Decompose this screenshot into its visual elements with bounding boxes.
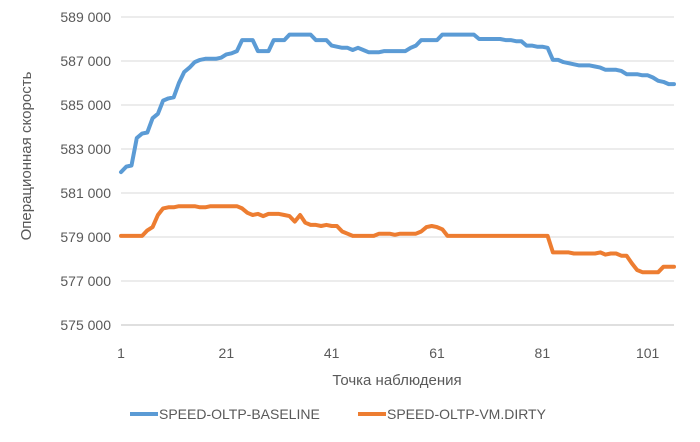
series-lines [119,32,676,275]
axes: 575 000 577 000 579 000 581 000 583 000 585 0… [60,9,674,361]
y-tick-label: 577 000 [60,273,111,289]
x-tick-label: 81 [535,345,551,361]
y-tick-label: 575 000 [60,317,111,333]
y-axis-title: Операционная скорость [18,71,35,240]
y-tick-label: 587 000 [60,53,111,69]
x-tick-label: 21 [219,345,235,361]
x-tick-label: 41 [324,345,340,361]
y-tick-label: 581 000 [60,185,111,201]
x-tick-label: 101 [636,345,660,361]
series-line-baseline [119,32,676,175]
y-tick-label: 579 000 [60,229,111,245]
x-tick-label: 61 [429,345,445,361]
legend: SPEED-OLTP-BASELINE SPEED-OLTP-VM.DIRTY [130,406,547,422]
legend-label-baseline: SPEED-OLTP-BASELINE [159,406,320,422]
y-tick-label: 583 000 [60,141,111,157]
gridlines [121,16,674,282]
series-line-vm-dirty [119,204,676,275]
y-tick-label: 585 000 [60,97,111,113]
x-axis-title: Точка наблюдения [332,372,461,389]
y-tick-label: 589 000 [60,9,111,25]
x-tick-label: 1 [117,345,125,361]
legend-label-vm-dirty: SPEED-OLTP-VM.DIRTY [387,406,547,422]
